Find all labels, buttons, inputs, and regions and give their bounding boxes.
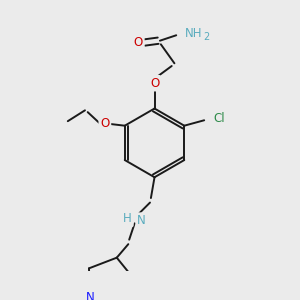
Text: O: O bbox=[150, 77, 159, 90]
Text: O: O bbox=[100, 117, 110, 130]
Text: 2: 2 bbox=[203, 32, 210, 42]
Text: NH: NH bbox=[185, 27, 203, 40]
Text: Cl: Cl bbox=[213, 112, 225, 125]
Text: H: H bbox=[123, 212, 132, 225]
Text: N: N bbox=[85, 291, 94, 300]
Text: O: O bbox=[134, 36, 143, 49]
Text: N: N bbox=[137, 214, 146, 227]
